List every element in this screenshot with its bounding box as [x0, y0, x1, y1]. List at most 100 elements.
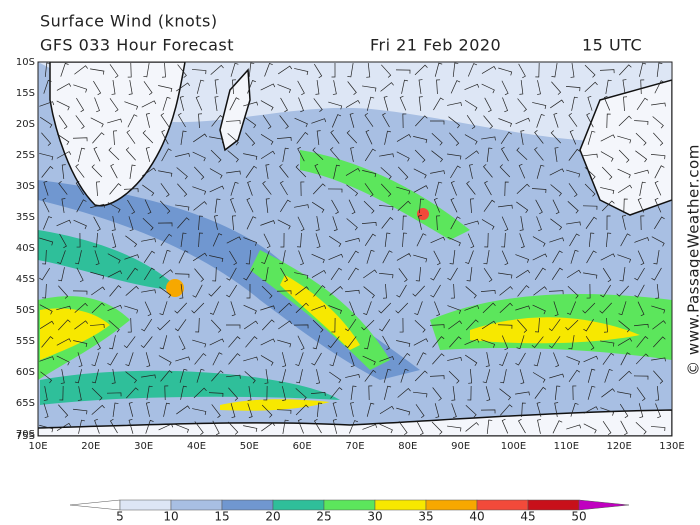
wind-barb — [449, 336, 462, 348]
wind-barb — [585, 216, 598, 229]
wind-barb — [465, 422, 479, 432]
wind-barb — [58, 267, 65, 282]
wind-barb — [41, 166, 54, 178]
wind-barb — [531, 336, 544, 348]
wind-barb — [58, 285, 69, 299]
wind-barb — [195, 95, 203, 111]
wind-barb — [247, 386, 252, 401]
wind-barb — [485, 386, 491, 402]
wind-barb — [282, 386, 287, 401]
wind-barb — [109, 64, 119, 79]
wind-barb — [347, 81, 357, 95]
wind-barb — [447, 357, 462, 361]
latitude-label: 70S — [16, 429, 35, 440]
wind-barb — [533, 286, 547, 296]
wind-barb — [314, 163, 322, 179]
wind-barb — [331, 199, 339, 215]
wind-barb — [637, 197, 645, 213]
wind-barb — [175, 204, 190, 211]
wind-barb — [108, 320, 120, 333]
wind-barb — [537, 419, 542, 434]
wind-barb — [350, 385, 357, 400]
wind-barb — [634, 237, 650, 243]
wind-barb — [159, 335, 168, 350]
wind-barb — [345, 167, 361, 176]
wind-barb — [651, 357, 666, 362]
wind-barb — [396, 284, 407, 298]
wind-barb — [600, 407, 615, 416]
wind-barb — [163, 402, 170, 417]
wind-barb — [92, 232, 98, 248]
wind-barb — [177, 64, 187, 78]
wind-barb — [198, 215, 204, 231]
wind-barb — [160, 183, 170, 198]
latitude-label: 45S — [16, 274, 35, 285]
wind-barb — [617, 184, 633, 194]
wind-barb — [91, 387, 103, 401]
wind-barb — [416, 352, 427, 366]
wind-barb — [193, 387, 207, 399]
wind-barb — [599, 302, 613, 314]
wind-barb — [192, 186, 207, 195]
wind-barb — [486, 147, 493, 162]
longitude-label: 50E — [240, 441, 259, 452]
wind-barb — [469, 164, 473, 179]
wind-barb — [501, 335, 509, 351]
wind-barb — [43, 216, 53, 230]
wind-barb — [295, 388, 307, 401]
wind-barb — [209, 255, 224, 262]
wind-barb — [226, 267, 237, 281]
wind-barb — [41, 132, 52, 146]
wind-barb — [382, 283, 387, 299]
wind-barb — [600, 284, 611, 298]
wind-barb — [617, 168, 631, 179]
wind-barb — [515, 391, 530, 396]
wind-barb — [232, 215, 236, 231]
wind-barb — [431, 133, 443, 146]
wind-barb — [141, 374, 156, 379]
wind-barb — [587, 95, 593, 111]
wind-barb — [127, 199, 136, 215]
wind-barb — [633, 375, 649, 380]
wind-barb — [297, 335, 305, 351]
wind-barb — [107, 202, 121, 213]
wind-barb — [568, 183, 578, 198]
wind-barb — [112, 402, 119, 417]
wind-barb — [620, 420, 628, 436]
wind-barb — [467, 63, 478, 77]
latitude-label: 40S — [16, 243, 35, 254]
wind-barb — [534, 317, 540, 333]
colorbar-label: 10 — [163, 510, 178, 524]
wind-barb — [260, 220, 276, 226]
wind-barb — [279, 115, 289, 129]
wind-barb — [212, 420, 220, 436]
wind-barb — [413, 185, 429, 193]
wind-barb — [398, 268, 408, 282]
wind-barb — [639, 181, 646, 196]
wind-barb — [549, 373, 565, 379]
wind-barb — [465, 405, 477, 418]
wind-barb — [448, 370, 460, 384]
wind-barb — [431, 150, 443, 163]
wind-barb — [565, 86, 581, 92]
wind-barb — [499, 302, 513, 313]
wind-barb — [400, 368, 409, 383]
wind-barb — [430, 170, 445, 175]
wind-barb — [39, 304, 53, 315]
wind-barb — [247, 180, 253, 196]
colorbar: 5 10 15 20 25 30 35 40 45 50 — [69, 499, 630, 524]
wind-barb — [328, 305, 342, 314]
wind-barb — [329, 147, 340, 161]
wind-barb — [111, 80, 116, 95]
wind-barb — [90, 68, 105, 75]
wind-barb — [128, 216, 134, 232]
wind-barb — [482, 369, 491, 384]
wind-barb — [263, 233, 271, 249]
wind-barb — [498, 118, 512, 127]
wind-barb — [129, 164, 136, 179]
wind-barb — [315, 216, 320, 231]
latitude-label: 35S — [16, 212, 35, 223]
wind-barb — [651, 102, 666, 107]
wind-barb — [362, 170, 377, 178]
